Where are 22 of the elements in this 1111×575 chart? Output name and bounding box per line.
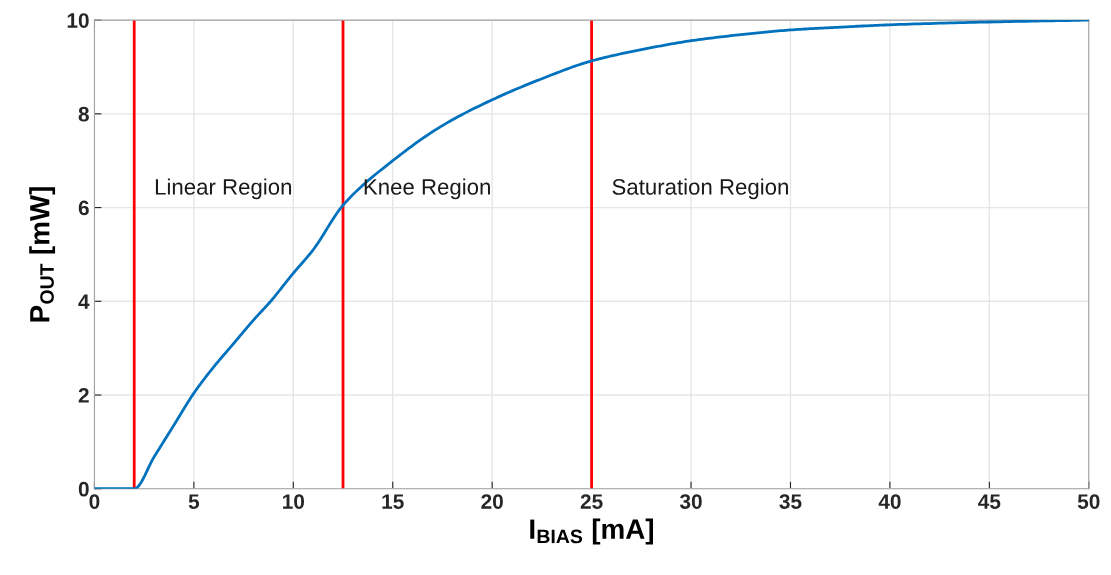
x-tick-label: 40 <box>878 494 901 509</box>
x-tick-label: 20 <box>481 494 503 509</box>
y-tick-label: 2 <box>78 388 89 403</box>
y-tick-label: 10 <box>67 13 89 28</box>
x-tick-label: 45 <box>978 494 1001 509</box>
y-axis-title: P$_{OUT}$ [mW] <box>29 187 56 322</box>
x-tick-label: 5 <box>188 494 200 509</box>
y-tick-label: 8 <box>78 106 89 122</box>
x-tick-label: 50 <box>1077 494 1100 509</box>
x-tick-label: 30 <box>679 494 702 509</box>
y-tick-label: 0 <box>78 481 89 497</box>
x-tick-label: 15 <box>382 494 404 509</box>
y-tick-label: 6 <box>78 200 89 216</box>
x-tick-label: 10 <box>283 494 305 509</box>
x-tick-label: 25 <box>580 494 603 509</box>
x-tick-label: 35 <box>779 494 802 509</box>
x-tick-label: 0 <box>89 494 100 509</box>
ref-line-label: Knee Region <box>364 178 490 200</box>
x-axis-title: I$_{BIAS}$ [mA] <box>530 518 653 545</box>
ref-line-label: Linear Region <box>155 178 292 200</box>
ref-line-label: Saturation Region <box>612 178 788 200</box>
y-tick-label: 4 <box>78 294 90 309</box>
